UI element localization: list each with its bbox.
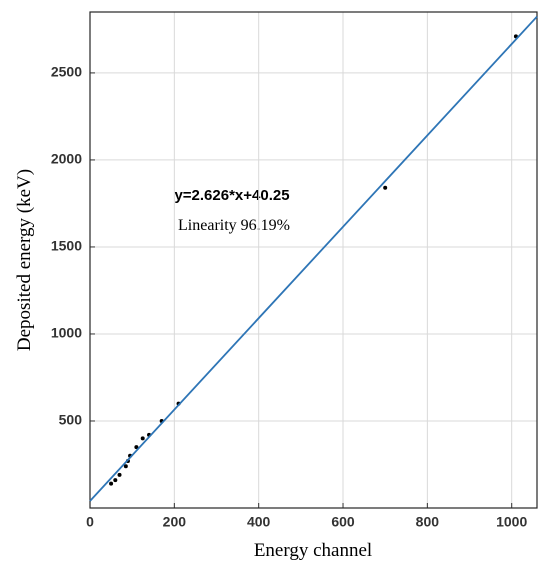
y-tick-label: 1000: [51, 325, 82, 341]
y-tick-label: 1500: [51, 238, 82, 254]
x-tick-label: 600: [331, 514, 355, 530]
x-tick-label: 0: [86, 514, 94, 530]
x-tick-label: 1000: [496, 514, 527, 530]
data-point: [113, 478, 118, 483]
data-point: [134, 445, 139, 450]
x-tick-label: 400: [247, 514, 271, 530]
equation: y=2.626*x+40.25: [174, 187, 289, 204]
x-tick-label: 200: [163, 514, 187, 530]
linearity: Linearity 96.19%: [178, 217, 290, 234]
fit-line: [89, 15, 538, 502]
data-point: [383, 185, 388, 190]
x-axis-label: Energy channel: [254, 540, 372, 561]
plot-frame: [89, 11, 538, 509]
data-point: [123, 464, 128, 469]
data-point: [140, 436, 145, 441]
y-tick-label: 500: [59, 412, 83, 428]
data-point: [109, 481, 114, 486]
y-axis-label: Deposited energy (keV): [14, 169, 35, 351]
data-point: [117, 472, 122, 477]
y-tick-label: 2000: [51, 151, 82, 167]
y-tick-label: 2500: [51, 64, 82, 80]
x-tick-label: 800: [416, 514, 440, 530]
